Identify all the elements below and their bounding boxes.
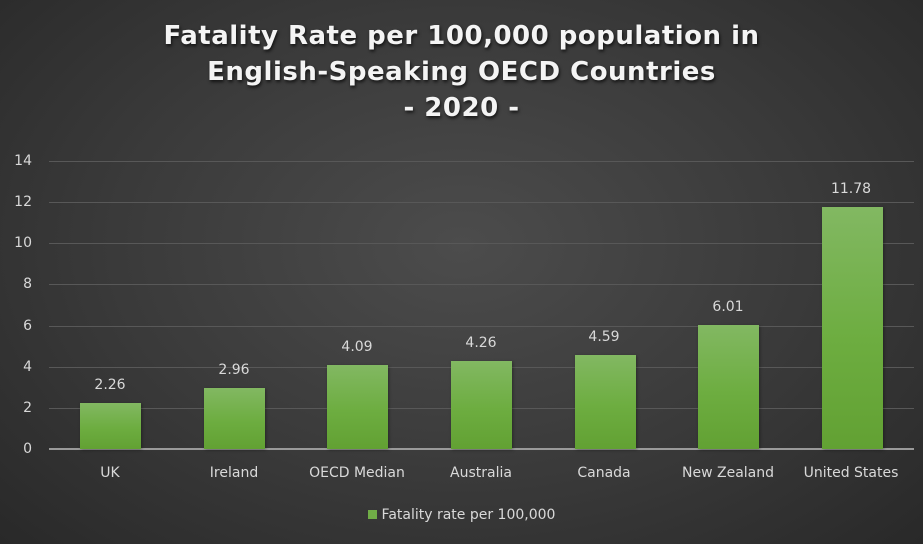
bar <box>204 388 265 449</box>
bar <box>698 325 759 449</box>
y-tick-label: 6 <box>23 318 32 334</box>
gridline <box>49 202 914 203</box>
x-tick-label: United States <box>803 465 899 481</box>
bar <box>822 207 883 449</box>
chart-title: Fatality Rate per 100,000 population in … <box>0 18 923 126</box>
x-tick-label: OECD Median <box>309 465 405 481</box>
bar <box>80 403 141 449</box>
x-tick-label: Canada <box>577 465 631 481</box>
data-label: 2.96 <box>218 362 250 378</box>
gridline <box>49 284 914 285</box>
x-tick-label: New Zealand <box>682 465 774 481</box>
data-label: 2.26 <box>94 377 126 393</box>
x-axis-line <box>49 448 914 450</box>
data-label: 11.78 <box>830 181 872 197</box>
legend: Fatality rate per 100,000 <box>0 507 923 523</box>
bar <box>575 355 636 449</box>
chart-title-line-1: Fatality Rate per 100,000 population in <box>163 21 760 51</box>
data-label: 6.01 <box>712 299 744 315</box>
gridline <box>49 161 914 162</box>
y-tick-label: 0 <box>23 441 32 457</box>
data-label: 4.09 <box>341 339 373 355</box>
x-tick-label: UK <box>100 465 120 481</box>
legend-label: Fatality rate per 100,000 <box>381 507 556 523</box>
gridline <box>49 243 914 244</box>
data-label: 4.26 <box>465 335 497 351</box>
bar <box>451 361 512 449</box>
x-tick-label: Ireland <box>209 465 259 481</box>
chart-title-line-3: - 2020 - <box>403 93 520 123</box>
y-tick-label: 8 <box>23 276 32 292</box>
y-tick-label: 2 <box>23 400 32 416</box>
y-tick-label: 4 <box>23 359 32 375</box>
y-tick-label: 12 <box>14 194 32 210</box>
data-label: 4.59 <box>588 329 620 345</box>
bar <box>327 365 388 449</box>
chart-title-line-2: English-Speaking OECD Countries <box>207 57 716 87</box>
legend-swatch-icon <box>367 510 377 519</box>
y-tick-label: 14 <box>14 153 32 169</box>
y-tick-label: 10 <box>14 235 32 251</box>
gridline <box>49 326 914 327</box>
x-tick-label: Australia <box>450 465 512 481</box>
